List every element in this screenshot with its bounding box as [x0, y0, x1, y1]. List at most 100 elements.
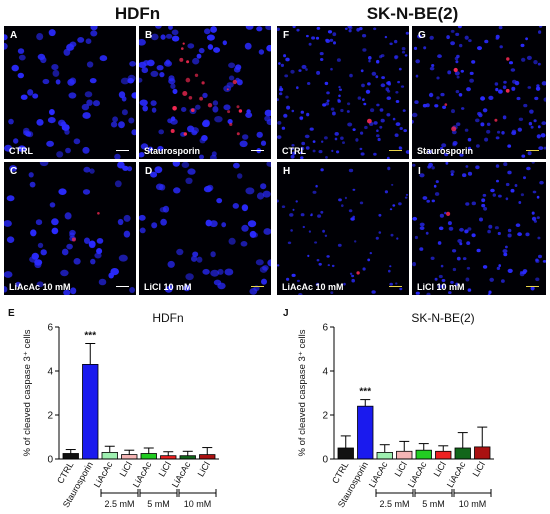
nucleus-dot — [465, 202, 470, 206]
nucleus-dot — [395, 122, 401, 126]
nucleus-dot — [336, 58, 341, 62]
nucleus-dot — [325, 39, 331, 43]
nucleus-dot — [394, 39, 398, 44]
nucleus-dot — [475, 118, 480, 123]
nucleus-dot — [173, 187, 181, 194]
nucleus-dot — [478, 113, 483, 118]
nucleus-dot — [334, 137, 338, 141]
x-tick-label: LiCl — [118, 460, 134, 478]
nucleus-dot — [445, 162, 449, 165]
nucleus-dot — [308, 230, 311, 233]
nucleus-dot — [419, 173, 425, 178]
nucleus-dot — [469, 71, 474, 75]
nucleus-dot — [521, 154, 526, 158]
nucleus-dot — [305, 68, 308, 71]
nucleus-dot — [93, 100, 100, 107]
y-tick-label: 6 — [322, 323, 328, 334]
nucleus-dot — [533, 220, 537, 223]
panel-condition-label: LiAcAc 10 mM — [282, 282, 344, 292]
nucleus-dot — [412, 216, 418, 221]
nucleus-dot — [460, 69, 464, 73]
nucleus-dot — [277, 121, 282, 125]
nucleus-dot — [170, 83, 176, 89]
nucleus-dot — [317, 214, 322, 218]
nucleus-dot — [347, 26, 352, 29]
nucleus-dot — [415, 291, 420, 295]
nucleus-dot — [307, 82, 311, 85]
nucleus-dot — [389, 208, 393, 211]
nucleus-dot — [261, 278, 267, 285]
nucleus-dot — [354, 240, 357, 243]
nucleus-dot — [277, 135, 282, 139]
nucleus-dot — [249, 230, 257, 238]
nucleus-dot — [456, 75, 460, 79]
nucleus-dot — [331, 149, 334, 153]
nucleus-dot — [160, 34, 166, 40]
nucleus-dot — [488, 290, 492, 294]
nucleus-dot — [479, 217, 483, 222]
nucleus-dot — [336, 150, 340, 154]
nucleus-dot — [467, 227, 472, 231]
nucleus-dot — [487, 229, 491, 234]
nucleus-dot — [486, 122, 491, 127]
nucleus-dot — [68, 92, 77, 99]
caspase-signal-dot — [494, 118, 498, 122]
nucleus-dot — [69, 229, 76, 236]
nucleus-dot — [384, 35, 388, 39]
nucleus-dot — [360, 69, 364, 73]
nucleus-dot — [307, 254, 310, 258]
nucleus-dot — [37, 53, 46, 60]
nucleus-dot — [206, 34, 215, 41]
micrograph-panel-a: A CTRL — [4, 26, 136, 159]
x-tick-label: LiAcAc — [445, 460, 468, 490]
nucleus-dot — [455, 60, 459, 64]
nucleus-dot — [131, 92, 136, 99]
nucleus-dot — [537, 236, 541, 240]
nucleus-dot — [495, 164, 500, 168]
nucleus-dot — [295, 200, 298, 203]
nucleus-dot — [450, 173, 454, 176]
nucleus-dot — [528, 121, 533, 126]
nucleus-dot — [375, 236, 379, 240]
nucleus-dot — [277, 264, 280, 267]
nucleus-dot — [523, 103, 528, 108]
bar — [121, 454, 138, 460]
nucleus-dot — [538, 254, 542, 259]
nucleus-dot — [376, 59, 380, 64]
nucleus-dot — [389, 282, 393, 286]
nucleus-dot — [535, 277, 540, 282]
nucleus-dot — [434, 104, 439, 108]
nucleus-dot — [6, 236, 15, 243]
nucleus-dot — [400, 85, 405, 88]
nucleus-dot — [503, 252, 508, 257]
nucleus-dot — [228, 237, 236, 245]
nucleus-dot — [84, 237, 90, 244]
nucleus-dot — [348, 209, 353, 213]
nucleus-dot — [495, 136, 500, 140]
nucleus-dot — [142, 105, 148, 112]
nucleus-dot — [141, 67, 149, 74]
nucleus-dot — [350, 217, 355, 221]
nucleus-dot — [387, 166, 391, 171]
nucleus-dot — [228, 62, 236, 69]
nucleus-dot — [20, 94, 28, 100]
nucleus-dot — [368, 59, 371, 63]
nucleus-dot — [302, 225, 305, 229]
nucleus-dot — [300, 110, 304, 114]
nucleus-dot — [414, 235, 418, 240]
nucleus-dot — [471, 60, 476, 64]
nucleus-dot — [320, 168, 324, 172]
nucleus-dot — [139, 39, 146, 46]
nucleus-dot — [114, 180, 122, 188]
nucleus-dot — [340, 136, 344, 140]
nucleus-dot — [385, 87, 390, 92]
nucleus-dot — [9, 165, 18, 172]
nucleus-dot — [349, 272, 353, 275]
caspase-signal-dot — [182, 42, 185, 45]
nucleus-dot — [244, 42, 252, 50]
bar-chart-sk-n-be2: J SK-N-BE(2) 0 2 4 6 % of cleaved caspase 3⁺ c… — [283, 308, 494, 509]
nucleus-dot — [462, 257, 467, 261]
nucleus-dot — [538, 26, 543, 28]
nucleus-dot — [60, 269, 69, 277]
nucleus-dot — [291, 273, 296, 277]
